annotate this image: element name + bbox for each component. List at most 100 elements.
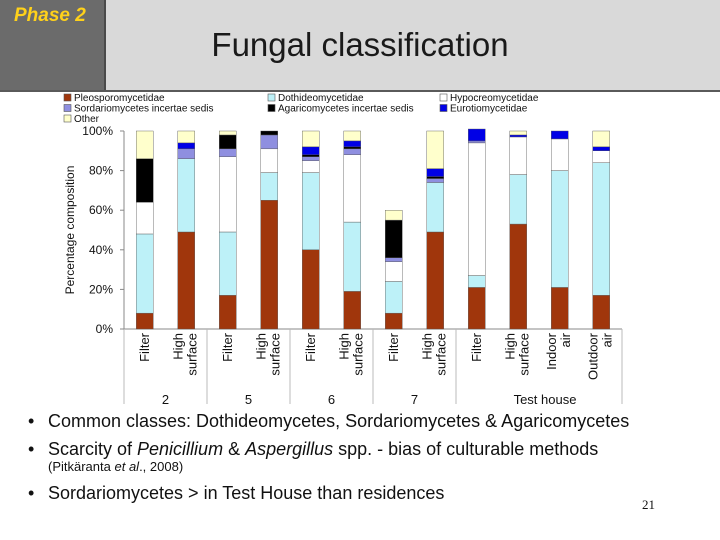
bar-segment [219,134,237,150]
bar-segment [302,154,320,157]
legend-swatch [63,114,72,123]
bar-segment [302,130,320,148]
header-band [0,0,720,92]
bullet-text-pre: Scarcity of [48,439,138,459]
legend-swatch [267,104,276,112]
citation: (Pitkäranta et al., 2008) [48,460,708,474]
citation-post: ., 2008) [139,459,184,474]
bar-segment [592,295,610,330]
bar-segment [177,231,195,330]
bullet-text: Common classes: Dothideomycetes, Sordari… [48,411,630,431]
bar-segment [468,128,486,142]
bar-segment [219,130,237,136]
bar-segment [136,158,154,203]
y-tick-label: 60% [89,203,113,217]
x-tick-label: Highsurface [336,333,365,376]
bar-segment [385,312,403,330]
citation-pre: (Pitkäranta [48,459,115,474]
group-label: Test house [514,392,577,407]
x-tick-label: Highsurface [253,333,282,376]
slide-title: Fungal classification [211,26,509,63]
bar-segment [385,281,403,314]
bar-segment [260,148,278,173]
legend-swatch [439,93,448,102]
x-tick-label: Filter [386,332,401,362]
legend-label: Other [74,114,100,125]
bullet-text-mid: & [223,439,246,459]
x-tick-label: Filter [469,332,484,362]
x-tick-label: Filter [137,332,152,362]
bar-segment [551,287,569,330]
x-tick-label: Indoorair [544,332,573,370]
bar-segment [302,249,320,330]
bar-segment [260,134,278,150]
bar-segment [592,150,610,163]
bar-segment [426,231,444,330]
x-tick-label: Highsurface [419,333,448,376]
citation-et-al: et al [114,459,140,474]
bullet-text: Sordariomycetes > in Test House than res… [48,483,445,503]
page-number: 21 [642,497,655,512]
y-axis-label: Percentage composition [63,166,77,295]
bar-segment [302,160,320,173]
bar-segment [302,156,320,161]
x-tick-label: Outdoorair [585,332,614,380]
bar-segment [509,134,527,138]
bullet-item: • Common classes: Dothideomycetes, Sorda… [28,410,708,432]
bar-segment [385,261,403,282]
group-label: 5 [245,392,252,407]
x-tick-label: Highsurface [170,333,199,376]
bar-segment [426,178,444,183]
bullet-dot: • [28,411,35,431]
bar-segment [385,257,403,262]
bar-segment [260,200,278,330]
bar-segment [343,140,361,148]
legend-label: Dothideomycetidae [278,93,364,104]
bar-segment [385,209,403,221]
bar-segment [343,221,361,292]
y-tick-label: 20% [89,282,113,296]
x-tick-label: Filter [220,332,235,362]
bullet-list: • Common classes: Dothideomycetes, Sorda… [28,410,708,504]
bar-segment [343,154,361,223]
bar-segment [136,202,154,235]
bar-segment [509,130,527,136]
group-label: 7 [411,392,418,407]
bar-segment [302,172,320,251]
bullet-item: • Scarcity of Penicillium & Aspergillus … [28,438,708,474]
legend-label: Sordariomycetes incertae sedis [74,104,214,115]
y-tick-label: 0% [96,322,114,336]
bullet-text-post: spp. - bias of culturable methods [333,439,599,459]
bar-segment [343,146,361,150]
bar-segment [385,219,403,258]
bar-segment [551,130,569,140]
legend-swatch [63,93,72,102]
bar-segment [177,158,195,233]
bullet-dot: • [28,439,35,459]
y-tick-label: 100% [82,124,113,138]
bar-segment [468,142,486,276]
bar-segment [509,223,527,330]
legend-swatch [439,104,448,112]
bar-segment [219,148,237,157]
bar-segment [468,287,486,330]
bar-segment [219,295,237,330]
bar-segment [219,231,237,296]
legend-label: Hypocreomycetidae [450,93,539,104]
legend-swatch [267,93,276,102]
bar-segment [343,130,361,142]
y-tick-label: 40% [89,243,113,257]
bar-segment [426,176,444,179]
bar-segment [136,130,154,159]
phase-badge: Phase 2 [0,0,106,90]
bar-segment [302,146,320,155]
bar-segment [592,130,610,148]
group-label: 2 [162,392,169,407]
bar-segment [592,162,610,296]
bar-segment [219,156,237,233]
bar-segment [136,233,154,314]
bar-segment [177,130,195,144]
bar-segment [592,146,610,151]
bar-segment [551,170,569,288]
bar-segment [343,291,361,330]
